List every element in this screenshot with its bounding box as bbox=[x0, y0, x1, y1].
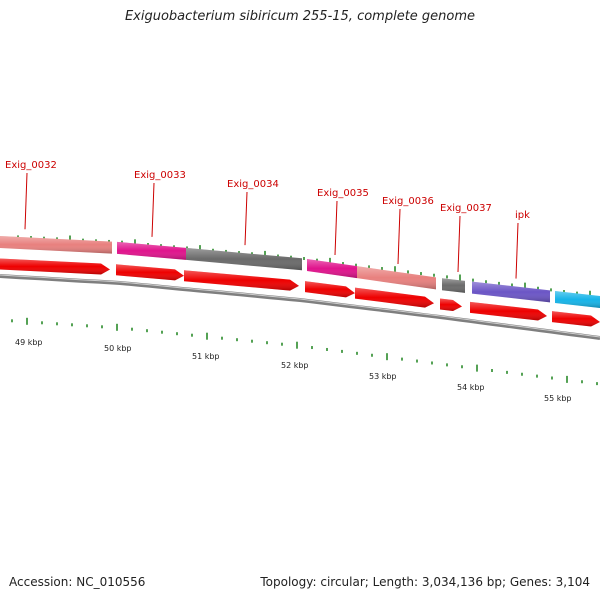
gene-segment-Exig_0033-shade bbox=[117, 241, 186, 260]
kbp-scale: 49 kbp 50 kbp 51 kbp 52 kbp 53 kbp 54 kbp 55 k… bbox=[15, 338, 572, 403]
leader-line bbox=[515, 222, 519, 279]
cds-arrow-2-shade bbox=[116, 264, 184, 281]
kbp-label-54-kbp: 54 kbp bbox=[457, 383, 485, 392]
kbp-label-51-kbp: 51 kbp bbox=[192, 352, 220, 361]
kbp-label-49-kbp: 49 kbp bbox=[15, 338, 43, 347]
cds-arrow-7-shade bbox=[470, 301, 547, 321]
backbone-line bbox=[0, 274, 600, 340]
cds-arrow-8-shade bbox=[552, 311, 600, 327]
leader-line bbox=[24, 172, 28, 230]
gene-label-Exig_0034: Exig_0034 bbox=[227, 179, 279, 190]
cds-arrow-1-shade bbox=[0, 258, 110, 275]
leader-line bbox=[151, 182, 155, 237]
kbp-label-52-kbp: 52 kbp bbox=[281, 361, 309, 370]
cds-arrow-6-shade bbox=[440, 298, 462, 311]
accession-label: Accession: NC_010556 bbox=[9, 575, 146, 589]
gene-label-Exig_0032: Exig_0032 bbox=[5, 160, 57, 171]
label-leaders bbox=[24, 172, 519, 279]
gene-segment-Exig_0036-shade bbox=[357, 266, 436, 290]
gene-segment-Exig_0032-shade bbox=[0, 236, 112, 254]
cds-track bbox=[0, 258, 600, 327]
leader-line bbox=[457, 215, 461, 273]
leader-line bbox=[397, 208, 401, 265]
gene-label-Exig_0037: Exig_0037 bbox=[440, 203, 492, 214]
gene-label-Exig_0036: Exig_0036 bbox=[382, 196, 434, 207]
gene-label-ipk: ipk bbox=[515, 210, 530, 221]
gene-segment-Exig_0034-shade bbox=[186, 247, 302, 271]
topology-label: Topology: circular; Length: 3,034,136 bp… bbox=[260, 575, 590, 589]
gene-segment-Exig_0037-shade bbox=[442, 278, 465, 293]
backbone-highlight bbox=[0, 274, 600, 338]
gene-labels: Exig_0032 Exig_0033 Exig_0034 Exig_0035 Exig… bbox=[5, 160, 530, 221]
gc-skew-track-bottom bbox=[11, 317, 598, 386]
cds-arrow-5-shade bbox=[355, 287, 434, 308]
kbp-label-55-kbp: 55 kbp bbox=[544, 394, 572, 403]
cds-arrow-3-shade bbox=[184, 270, 299, 291]
leader-line bbox=[334, 200, 338, 256]
gene-label-Exig_0033: Exig_0033 bbox=[134, 170, 186, 181]
map-title: Exiguobacterium sibiricum 255-15, comple… bbox=[124, 9, 476, 24]
kbp-label-53-kbp: 53 kbp bbox=[369, 372, 397, 381]
cds-arrow-4-shade bbox=[305, 281, 355, 298]
leader-line bbox=[244, 191, 248, 246]
genome-backbone bbox=[0, 274, 600, 340]
gene-label-Exig_0035: Exig_0035 bbox=[317, 188, 369, 199]
gene-segment-ipk-shade bbox=[472, 281, 550, 303]
gene-segment-next-shade bbox=[555, 290, 600, 308]
gene-track bbox=[0, 236, 600, 308]
kbp-label-50-kbp: 50 kbp bbox=[104, 344, 132, 353]
gene-segment-Exig_0035-shade bbox=[307, 259, 357, 279]
